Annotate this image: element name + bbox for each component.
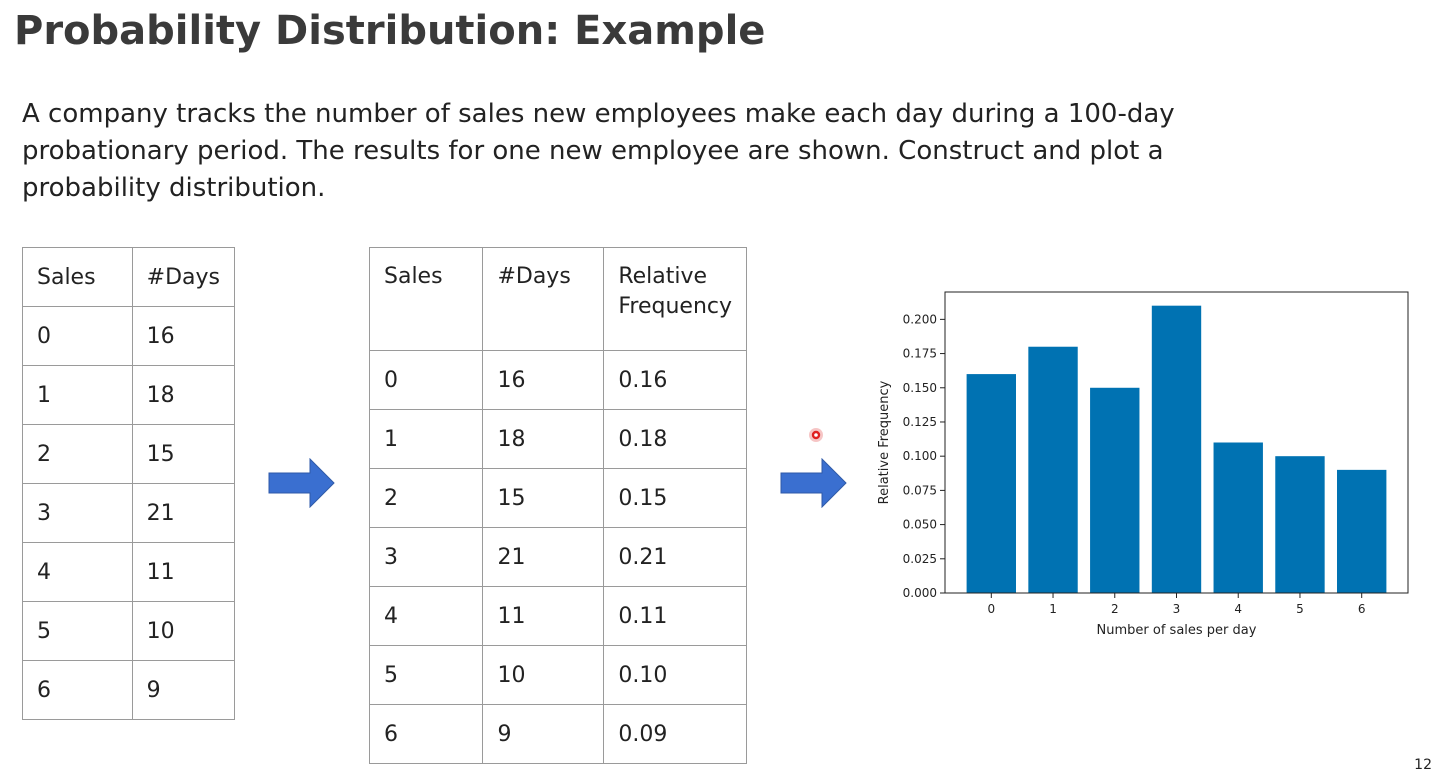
table-cell: 15 <box>482 468 605 528</box>
table-cell: 16 <box>482 350 605 410</box>
chart-x-tick-label: 3 <box>1173 602 1181 616</box>
table-cell: 11 <box>482 586 605 646</box>
table-cell: 0 <box>22 306 133 366</box>
chart-y-axis: 0.000 0.025 0.050 0.075 0.100 0.125 0.150 0.175… <box>903 312 945 600</box>
column-header-days: #Days <box>482 247 605 351</box>
table-cell: 21 <box>131 483 236 543</box>
table-row: 3 21 <box>22 483 236 543</box>
table-cell: 11 <box>131 542 236 602</box>
table-row: 6 9 0.09 <box>368 704 747 764</box>
table-cell: 1 <box>368 409 484 469</box>
column-header-relative-frequency: Relative Frequency <box>603 247 747 351</box>
relative-frequency-table: Sales #Days Relative Frequency 0 16 0.16 1… <box>368 247 747 764</box>
chart-bars <box>966 305 1387 593</box>
chart-y-axis-label: Relative Frequency <box>877 380 892 504</box>
table-row: 1 18 0.18 <box>368 409 747 469</box>
table-cell: 5 <box>368 645 484 705</box>
table-row: 1 18 <box>22 365 236 425</box>
page-number: 12 <box>1414 757 1432 773</box>
table-cell: 9 <box>482 704 605 764</box>
table-cell: 10 <box>482 645 605 705</box>
chart-x-tick-label: 2 <box>1111 602 1119 616</box>
chart-y-tick-label: 0.000 <box>903 586 937 600</box>
table-cell: 2 <box>22 424 133 484</box>
table-row: 2 15 0.15 <box>368 468 747 528</box>
table-cell: 0.11 <box>603 586 747 646</box>
table-row: 4 11 <box>22 542 236 602</box>
column-header-days: #Days <box>131 247 236 307</box>
table-cell: 2 <box>368 468 484 528</box>
column-header-sales: Sales <box>368 247 484 351</box>
table-cell: 0.18 <box>603 409 747 469</box>
table-cell: 6 <box>368 704 484 764</box>
table-row: 5 10 <box>22 601 236 661</box>
table-cell: 9 <box>131 660 236 720</box>
chart-y-tick-label: 0.200 <box>903 312 937 326</box>
slide-body-text: A company tracks the number of sales new… <box>22 99 1175 203</box>
table-row: 0 16 0.16 <box>368 350 747 410</box>
table-cell: 3 <box>368 527 484 587</box>
table-row: 0 16 <box>22 306 236 366</box>
table-row: 5 10 0.10 <box>368 645 747 705</box>
table-cell: 0 <box>368 350 484 410</box>
arrow-shape <box>780 458 847 508</box>
chart-x-tick-label: 6 <box>1358 602 1366 616</box>
table-cell: 0.21 <box>603 527 747 587</box>
table-cell: 6 <box>22 660 133 720</box>
chart-bar <box>1275 456 1325 593</box>
table-header-row: Sales #Days <box>22 247 236 307</box>
right-arrow-icon <box>268 458 335 508</box>
table-cell: 0.16 <box>603 350 747 410</box>
chart-y-tick-label: 0.150 <box>903 381 937 395</box>
chart-x-tick-label: 1 <box>1049 602 1057 616</box>
table-cell: 21 <box>482 527 605 587</box>
chart-x-axis-label: Number of sales per day <box>1097 623 1257 638</box>
chart-bar <box>1337 469 1387 593</box>
chart-y-tick-label: 0.075 <box>903 483 937 497</box>
chart-x-tick-label: 5 <box>1296 602 1304 616</box>
column-header-sales: Sales <box>22 247 133 307</box>
table-cell: 4 <box>368 586 484 646</box>
table-cell: 10 <box>131 601 236 661</box>
table-row: 4 11 0.11 <box>368 586 747 646</box>
table-cell: 3 <box>22 483 133 543</box>
table-cell: 0.09 <box>603 704 747 764</box>
chart-y-tick-label: 0.125 <box>903 415 937 429</box>
chart-y-tick-label: 0.050 <box>903 518 937 532</box>
table-cell: 16 <box>131 306 236 366</box>
slide-title: Probability Distribution: Example <box>14 8 766 54</box>
chart-bar <box>1151 305 1202 593</box>
table-header-row: Sales #Days Relative Frequency <box>368 247 747 351</box>
laser-pointer-icon <box>809 428 823 442</box>
relative-frequency-bar-chart: 0.000 0.025 0.050 0.075 0.100 0.125 0.150 0.175… <box>877 291 1409 638</box>
table-cell: 4 <box>22 542 133 602</box>
chart-bar <box>1090 387 1140 593</box>
table-cell: 15 <box>131 424 236 484</box>
chart-x-tick-label: 0 <box>987 602 995 616</box>
table-cell: 0.10 <box>603 645 747 705</box>
table-row: 3 21 0.21 <box>368 527 747 587</box>
table-cell: 18 <box>131 365 236 425</box>
arrow-shape <box>268 458 335 508</box>
table-cell: 5 <box>22 601 133 661</box>
chart-bar <box>1028 346 1078 593</box>
chart-y-tick-label: 0.025 <box>903 552 937 566</box>
table-row: 2 15 <box>22 424 236 484</box>
table-cell: 18 <box>482 409 605 469</box>
table-cell: 1 <box>22 365 133 425</box>
chart-x-axis: 0 1 2 3 4 5 6 <box>987 593 1366 616</box>
chart-y-tick-label: 0.175 <box>903 347 937 361</box>
chart-x-tick-label: 4 <box>1234 602 1242 616</box>
right-arrow-icon <box>780 458 847 508</box>
table-cell: 0.15 <box>603 468 747 528</box>
chart-bar <box>966 374 1016 593</box>
chart-y-tick-label: 0.100 <box>903 449 937 463</box>
chart-bar <box>1213 442 1263 593</box>
